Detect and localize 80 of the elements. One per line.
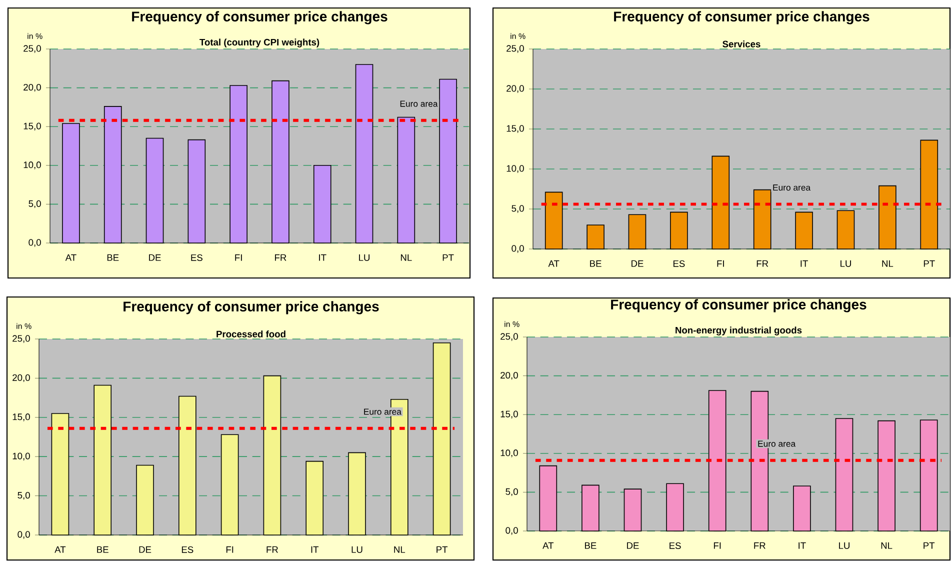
x-tick-label: DE: [149, 254, 161, 261]
x-tick-label: LU: [839, 542, 850, 549]
x-tick-label: FI: [714, 542, 721, 549]
ref-line-label: Euro area: [773, 184, 811, 191]
x-tick-label: BE: [107, 254, 119, 261]
y-tick-label: 20,0: [500, 372, 518, 380]
y-tick-label: 20,0: [12, 374, 30, 382]
x-tick-label: FR: [754, 542, 766, 549]
x-tick-label: DE: [139, 546, 152, 553]
x-tick-label: DE: [627, 542, 639, 549]
x-tick-label: FI: [717, 260, 724, 267]
x-tick-label: IT: [798, 542, 806, 549]
ref-line-label: Euro area: [400, 100, 438, 107]
x-tick-label: BE: [97, 546, 108, 553]
y-tick-label: 15,0: [24, 122, 41, 130]
y-tick-label: 15,0: [506, 125, 524, 133]
x-tick-label: AT: [548, 260, 560, 267]
x-tick-label: NL: [882, 260, 894, 267]
chart-subtitle: Non-energy industrial goods: [676, 326, 802, 336]
y-tick-label: 0,0: [18, 531, 30, 539]
x-tick-label: FI: [235, 254, 242, 261]
y-tick-label: 25,0: [506, 45, 524, 53]
y-tick-label: 20,0: [24, 84, 41, 92]
x-tick-label: BE: [585, 542, 596, 549]
x-tick-label: FR: [275, 254, 286, 261]
y-tick-label: 5,0: [506, 488, 518, 496]
y-axis-title: in %: [510, 33, 526, 39]
y-tick-label: 0,0: [506, 527, 518, 535]
y-tick-label: 15,0: [500, 410, 518, 418]
x-tick-label: FR: [756, 260, 768, 267]
chart-title: Frequency of consumer price changes: [132, 11, 388, 24]
x-tick-label: BE: [590, 260, 602, 267]
x-tick-label: FR: [266, 546, 278, 553]
chart-subtitle: Total (country CPI weights): [200, 38, 320, 48]
x-tick-label: LU: [840, 260, 851, 267]
y-tick-label: 5,0: [512, 205, 524, 213]
x-tick-label: PT: [442, 254, 454, 261]
x-tick-label: PT: [436, 546, 448, 553]
x-tick-label: ES: [670, 542, 681, 549]
chart-title: Frequency of consumer price changes: [614, 11, 870, 24]
y-tick-label: 5,0: [28, 200, 41, 208]
chart-subtitle: Services: [722, 40, 760, 48]
ref-line-label: Euro area: [758, 440, 796, 447]
x-tick-label: PT: [924, 260, 935, 267]
x-tick-label: NL: [394, 546, 406, 553]
y-tick-label: 10,0: [500, 450, 518, 458]
x-tick-label: LU: [359, 254, 370, 261]
y-tick-label: 10,0: [24, 162, 41, 170]
x-tick-label: IT: [800, 260, 808, 267]
y-tick-label: 10,0: [12, 452, 30, 460]
y-tick-label: 0,0: [28, 239, 41, 247]
x-tick-label: ES: [673, 260, 685, 267]
x-tick-label: NL: [400, 254, 412, 261]
x-tick-label: AT: [542, 542, 554, 549]
y-tick-label: 20,0: [506, 85, 524, 93]
y-tick-label: 25,0: [12, 335, 30, 343]
chart-title: Frequency of consumer price changes: [611, 299, 866, 312]
ref-line-label: Euro area: [364, 408, 402, 415]
y-tick-label: 25,0: [24, 45, 41, 53]
y-tick-label: 10,0: [506, 165, 524, 173]
y-axis-title: in %: [28, 33, 42, 39]
y-axis-title: in %: [16, 323, 32, 329]
y-tick-label: 5,0: [18, 492, 30, 500]
x-tick-label: AT: [54, 546, 66, 553]
x-tick-label: ES: [191, 254, 202, 261]
y-tick-label: 25,0: [500, 333, 518, 341]
x-tick-label: IT: [311, 546, 319, 553]
x-tick-label: DE: [632, 260, 644, 267]
chart-title: Frequency of consumer price changes: [124, 301, 379, 314]
x-tick-label: LU: [352, 546, 362, 553]
x-tick-label: ES: [182, 546, 194, 553]
x-tick-label: PT: [924, 542, 935, 549]
x-tick-label: FI: [226, 546, 234, 553]
y-tick-label: 0,0: [512, 245, 524, 253]
x-tick-label: NL: [881, 542, 892, 549]
y-axis-title: in %: [504, 321, 520, 327]
y-tick-label: 15,0: [12, 414, 30, 422]
x-tick-label: IT: [319, 254, 326, 261]
chart-subtitle: Processed food: [216, 330, 286, 338]
x-tick-label: AT: [65, 254, 76, 261]
